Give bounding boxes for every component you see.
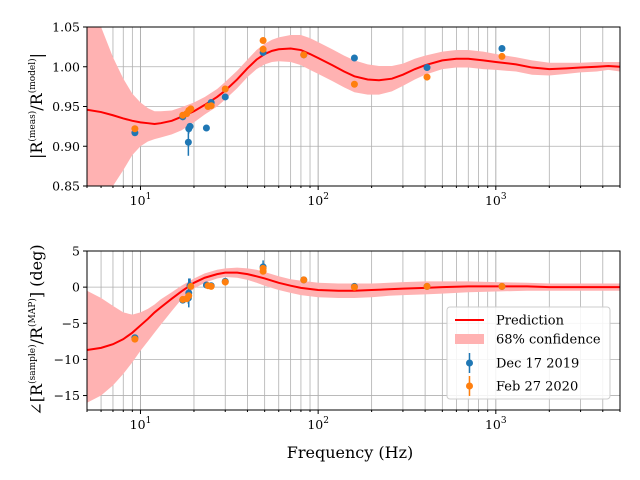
magnitude-data-point	[423, 64, 431, 72]
phase-data-point	[207, 282, 215, 290]
magnitude-data-point	[498, 52, 506, 60]
magnitude-y-axis-label: |R(meas)/R(model)|	[27, 53, 46, 159]
magnitude-ytick-label: 0.85	[52, 179, 80, 194]
magnitude-confidence-band	[87, 27, 620, 186]
magnitude-data-point	[207, 102, 215, 110]
magnitude-data-point	[498, 44, 506, 52]
phase-data-point	[185, 292, 193, 300]
magnitude-series-feb-27-2020	[131, 37, 506, 133]
magnitude-ytick-label: 1.05	[52, 20, 80, 35]
x-axis-label: Frequency (Hz)	[287, 443, 414, 462]
magnitude-data-point	[202, 124, 210, 132]
legend-feb-marker	[466, 382, 473, 390]
magnitude-data-point	[221, 93, 229, 101]
magnitude-plot-area	[87, 27, 620, 186]
magnitude-ytick-label: 0.95	[52, 99, 80, 114]
magnitude-data-point	[186, 122, 194, 130]
magnitude-data-point	[350, 80, 358, 88]
magnitude-data-point	[259, 37, 267, 45]
magnitude-data-point	[423, 73, 431, 81]
phase-xtick-label: 101	[130, 416, 152, 432]
phase-data-point	[221, 278, 229, 286]
legend-frame	[446, 306, 611, 400]
phase-data-point	[350, 283, 358, 291]
phase-data-point	[423, 282, 431, 290]
magnitude-data-point	[300, 51, 308, 59]
magnitude-panel: 0.85 0.90 0.95 1.00 1.05 101 102 103 |R(meas)/R(…	[27, 20, 621, 208]
magnitude-data-point	[350, 54, 358, 62]
phase-series-feb-27-2020	[131, 264, 506, 343]
magnitude-data-point	[221, 85, 229, 93]
phase-ytick-label: 5	[72, 244, 80, 259]
phase-ytick-label: 0	[72, 280, 80, 295]
legend-dec-label: Dec 17 2019	[496, 357, 579, 372]
magnitude-data-point	[131, 125, 139, 133]
legend-confidence-swatch	[455, 334, 484, 344]
legend-feb-label: Feb 27 2020	[496, 380, 578, 395]
phase-prediction-line	[87, 271, 620, 351]
magnitude-ytick-label: 1.00	[52, 59, 80, 74]
magnitude-data-point	[187, 105, 195, 113]
phase-panel: −15 −10 −5 0 5 101 102 103 ∠[R(sample)/R(MAP)] (…	[27, 244, 621, 432]
phase-axes-frame	[86, 250, 621, 411]
phase-data-point	[300, 276, 308, 284]
phase-ytick-label: −10	[54, 352, 80, 367]
magnitude-xtick-label: 103	[485, 192, 507, 208]
legend-confidence-label: 68% confidence	[496, 333, 601, 348]
legend-prediction-label: Prediction	[496, 314, 565, 329]
phase-data-point	[187, 282, 195, 290]
phase-ytick-label: −15	[54, 388, 80, 403]
phase-data-point	[131, 335, 139, 343]
phase-ytick-label: −5	[62, 316, 80, 331]
magnitude-data-point	[259, 45, 267, 53]
magnitude-data-point	[184, 138, 192, 146]
phase-xtick-label: 103	[485, 416, 507, 432]
phase-y-axis-label: ∠[R(sample)/R(MAP)] (deg)	[27, 244, 46, 415]
magnitude-xtick-label: 101	[130, 192, 152, 208]
magnitude-grid	[86, 26, 621, 187]
legend-dec-marker	[466, 359, 473, 367]
phase-xtick-label: 102	[307, 416, 329, 432]
phase-plot-area	[87, 260, 620, 403]
legend: Prediction 68% confidence Dec 17 2019 Fe…	[446, 306, 611, 400]
magnitude-ytick-label: 0.90	[52, 139, 80, 154]
magnitude-prediction-line	[87, 47, 620, 125]
phase-data-point	[498, 282, 506, 290]
phase-confidence-band	[87, 267, 620, 403]
phase-data-point	[259, 264, 267, 272]
magnitude-xtick-label: 102	[307, 192, 329, 208]
